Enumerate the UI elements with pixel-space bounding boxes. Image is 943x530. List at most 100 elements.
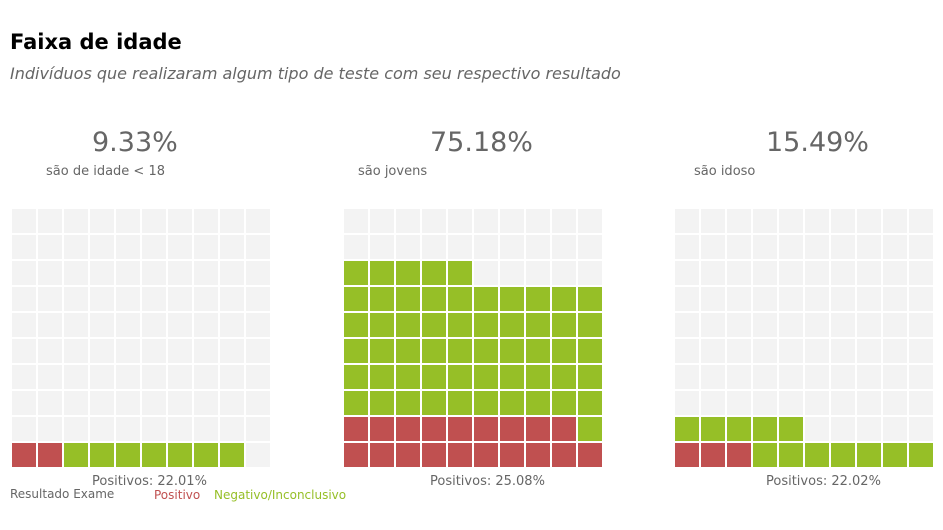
waffle-cell-empty	[12, 417, 36, 441]
waffle-cell-negative	[552, 391, 576, 415]
waffle-cell-negative	[526, 287, 550, 311]
waffle-cell-empty	[422, 209, 446, 233]
waffle-cell-negative	[448, 391, 472, 415]
waffle-cell-empty	[857, 339, 881, 363]
waffle-cell-negative	[500, 391, 524, 415]
waffle-cell-empty	[909, 261, 933, 285]
waffle-cell-negative	[779, 443, 803, 467]
waffle-cell-empty	[12, 287, 36, 311]
waffle-cell-positive	[526, 443, 550, 467]
waffle-cell-negative	[396, 391, 420, 415]
waffle-cell-negative	[344, 261, 368, 285]
waffle-cell-empty	[675, 209, 699, 233]
waffle-cell-negative	[578, 417, 602, 441]
waffle-cell-empty	[474, 261, 498, 285]
waffle-cell-negative	[753, 443, 777, 467]
waffle-cell-empty	[727, 313, 751, 337]
waffle-cell-empty	[396, 235, 420, 259]
waffle-cell-empty	[805, 417, 829, 441]
waffle-cell-empty	[805, 209, 829, 233]
waffle-cell-empty	[168, 417, 192, 441]
waffle-cell-positive	[552, 443, 576, 467]
waffle-cell-empty	[90, 235, 114, 259]
waffle-cell-empty	[38, 287, 62, 311]
waffle-cell-empty	[12, 235, 36, 259]
waffle-cell-empty	[12, 365, 36, 389]
waffle-cell-positive	[422, 417, 446, 441]
waffle-cell-negative	[675, 417, 699, 441]
waffle-cell-empty	[727, 339, 751, 363]
waffle-cell-empty	[779, 365, 803, 389]
waffle-cell-empty	[38, 261, 62, 285]
waffle-cell-empty	[90, 209, 114, 233]
waffle-cell-empty	[831, 261, 855, 285]
waffle-cell-negative	[116, 443, 140, 467]
waffle-cell-negative	[552, 339, 576, 363]
waffle-cell-empty	[701, 235, 725, 259]
waffle-cell-empty	[64, 313, 88, 337]
waffle-cell-empty	[831, 417, 855, 441]
waffle-cell-negative	[448, 365, 472, 389]
waffle-cell-empty	[64, 209, 88, 233]
waffle-cell-empty	[246, 443, 270, 467]
waffle-cell-positive	[701, 443, 725, 467]
waffle-cell-empty	[194, 261, 218, 285]
waffle-cell-negative	[448, 339, 472, 363]
waffle-cell-negative	[422, 391, 446, 415]
waffle-cell-empty	[805, 287, 829, 311]
waffle-cell-negative	[448, 287, 472, 311]
waffle-cell-empty	[701, 287, 725, 311]
waffle-cell-negative	[474, 339, 498, 363]
waffle-cell-empty	[526, 209, 550, 233]
waffle-cell-empty	[675, 261, 699, 285]
waffle-cell-empty	[246, 235, 270, 259]
waffle-cell-positive	[370, 417, 394, 441]
waffle-cell-empty	[831, 287, 855, 311]
waffle-grid-elderly	[675, 209, 935, 469]
waffle-cell-negative	[552, 313, 576, 337]
waffle-cell-empty	[168, 209, 192, 233]
waffle-cell-negative	[526, 313, 550, 337]
waffle-cell-empty	[779, 313, 803, 337]
waffle-cell-empty	[220, 391, 244, 415]
waffle-cell-empty	[142, 417, 166, 441]
waffle-cell-empty	[168, 365, 192, 389]
waffle-cell-empty	[779, 287, 803, 311]
waffle-cell-negative	[396, 261, 420, 285]
waffle-cell-empty	[909, 391, 933, 415]
waffle-grid-under-18	[12, 209, 272, 469]
waffle-cell-empty	[90, 391, 114, 415]
waffle-cell-empty	[805, 391, 829, 415]
waffle-cell-negative	[396, 339, 420, 363]
waffle-cell-negative	[578, 287, 602, 311]
waffle-cell-empty	[701, 313, 725, 337]
waffle-cell-negative	[474, 391, 498, 415]
waffle-cell-empty	[857, 287, 881, 311]
waffle-cell-empty	[194, 391, 218, 415]
waffle-cell-empty	[753, 391, 777, 415]
waffle-cell-negative	[90, 443, 114, 467]
waffle-cell-empty	[909, 235, 933, 259]
waffle-cell-empty	[675, 287, 699, 311]
waffle-cell-empty	[831, 235, 855, 259]
waffle-cell-negative	[370, 339, 394, 363]
waffle-cell-empty	[220, 287, 244, 311]
waffle-cell-negative	[344, 365, 368, 389]
waffle-cell-empty	[779, 339, 803, 363]
waffle-cell-negative	[422, 313, 446, 337]
waffle-cell-positive	[344, 417, 368, 441]
positive-label-elderly: Positivos: 22.02%	[766, 474, 881, 489]
waffle-cell-empty	[370, 209, 394, 233]
waffle-cell-empty	[246, 339, 270, 363]
waffle-cell-empty	[168, 391, 192, 415]
waffle-cell-negative	[396, 365, 420, 389]
waffle-cell-empty	[779, 261, 803, 285]
waffle-cell-negative	[578, 391, 602, 415]
waffle-cell-negative	[526, 391, 550, 415]
waffle-cell-positive	[448, 443, 472, 467]
waffle-cell-negative	[831, 443, 855, 467]
waffle-cell-empty	[883, 313, 907, 337]
waffle-cell-empty	[64, 339, 88, 363]
waffle-cell-positive	[578, 443, 602, 467]
waffle-cell-positive	[500, 443, 524, 467]
